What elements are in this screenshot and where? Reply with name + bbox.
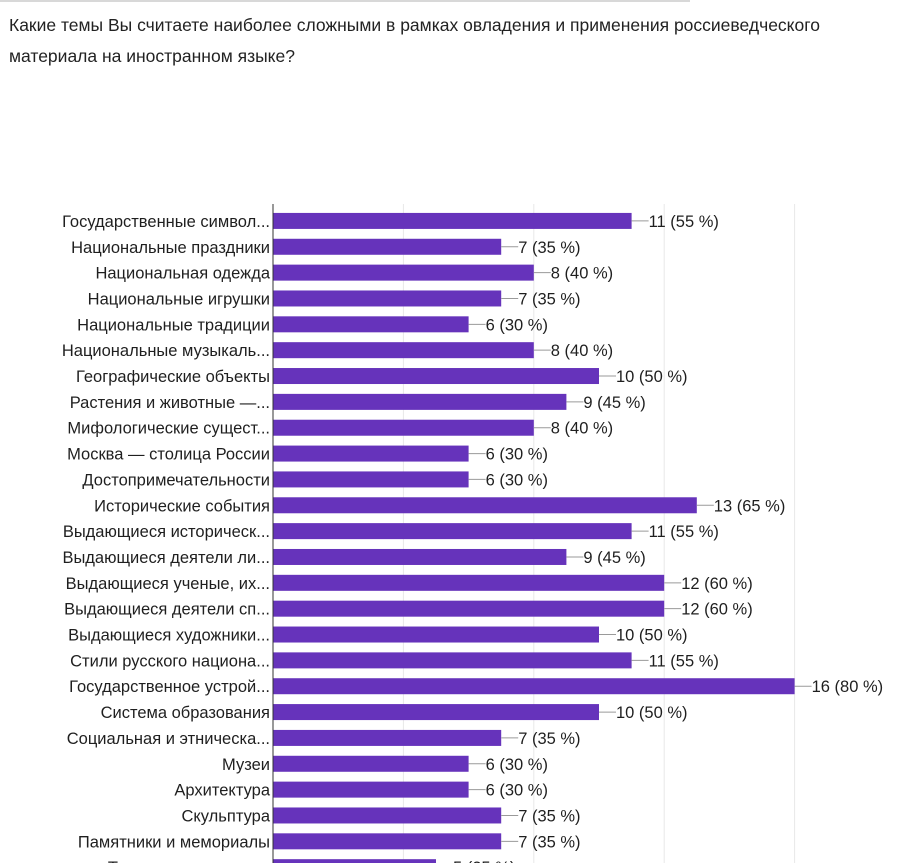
category-label: Выдающиеся деятели сп...: [64, 601, 270, 619]
value-label: 6 (30 %): [486, 782, 548, 800]
value-label: 7 (35 %): [518, 807, 580, 825]
bar: [273, 368, 599, 385]
bar: [273, 678, 795, 695]
category-label: Музеи: [222, 756, 270, 774]
category-label: Архитектура: [174, 782, 270, 800]
category-label: Исторические события: [94, 497, 270, 515]
category-label: Государственные символ...: [62, 213, 270, 231]
category-label: Достопримечательности: [82, 471, 270, 489]
category-label: Национальные музыкаль...: [62, 342, 270, 360]
value-label: 7 (35 %): [518, 239, 580, 257]
bar: [273, 548, 567, 565]
value-label: 13 (65 %): [714, 497, 786, 515]
value-label: 12 (60 %): [681, 601, 753, 619]
category-label: Выдающиеся художники...: [68, 627, 270, 645]
category-label: Растения и животные —...: [70, 394, 270, 412]
question-title: Какие темы Вы считаете наиболее сложными…: [9, 15, 820, 66]
category-label: Москва — столица России: [67, 446, 270, 464]
value-label: 6 (30 %): [486, 471, 548, 489]
bar: [273, 212, 632, 229]
value-label: 10 (50 %): [616, 627, 688, 645]
category-label: Социальная и этническа...: [67, 730, 270, 748]
top-divider: [0, 0, 690, 2]
category-label: Скульптура: [181, 807, 270, 825]
value-label: 6 (30 %): [486, 756, 548, 774]
value-label: 7 (35 %): [518, 290, 580, 308]
bar: [273, 497, 697, 514]
value-label: 12 (60 %): [681, 575, 753, 593]
category-label: Памятники и мемориалы: [78, 833, 270, 851]
bar: [273, 419, 534, 436]
category-label: Выдающиеся ученые, их...: [66, 575, 270, 593]
bar: [273, 755, 469, 772]
category-label: Национальные праздники: [71, 239, 270, 257]
value-label: 7 (35 %): [518, 833, 580, 851]
value-label: 6 (30 %): [486, 316, 548, 334]
bar: [273, 833, 502, 850]
category-label: Мифологические сущест...: [67, 420, 270, 438]
bar: [273, 342, 534, 359]
value-label: 11 (55 %): [649, 523, 719, 541]
bar: [273, 600, 665, 617]
category-label: Национальная одежда: [95, 265, 270, 283]
bar: [273, 523, 632, 540]
value-label: 7 (35 %): [518, 730, 580, 748]
bar: [273, 471, 469, 488]
bar: [273, 574, 665, 591]
value-label: 8 (40 %): [551, 265, 613, 283]
bar: [273, 729, 502, 746]
bar: [273, 626, 599, 643]
category-label: Географические объекты: [76, 368, 270, 386]
category-label: Выдающиеся деятели ли...: [62, 549, 270, 567]
value-label: 10 (50 %): [616, 704, 688, 722]
value-label: 11 (55 %): [649, 213, 719, 231]
bar: [273, 859, 436, 863]
value-label: 5 (25 %): [453, 859, 515, 863]
bar: [273, 393, 567, 410]
value-label: 8 (40 %): [551, 420, 613, 438]
value-label: 10 (50 %): [616, 368, 688, 386]
value-label: 16 (80 %): [812, 678, 884, 696]
bar: [273, 290, 502, 307]
bar: [273, 264, 534, 281]
category-label: Национальные традиции: [77, 316, 270, 334]
value-label: 9 (45 %): [583, 549, 645, 567]
value-label: 11 (55 %): [649, 652, 719, 670]
category-label: Национальные игрушки: [88, 290, 270, 308]
bar: [273, 445, 469, 462]
category-label: Государственное устрой...: [69, 678, 270, 696]
bar: [273, 238, 502, 255]
value-label: 9 (45 %): [583, 394, 645, 412]
category-label: Выдающиеся историческ...: [63, 523, 270, 541]
bar: [273, 652, 632, 669]
value-label: 6 (30 %): [486, 446, 548, 464]
bar: [273, 704, 599, 721]
bar: [273, 807, 502, 824]
value-label: 8 (40 %): [551, 342, 613, 360]
category-label: Театр, музыка и кино: [108, 859, 270, 863]
bar: [273, 316, 469, 333]
category-label: Система образования: [101, 704, 270, 722]
bar: [273, 781, 469, 798]
category-label: Стили русского национа...: [70, 652, 270, 670]
